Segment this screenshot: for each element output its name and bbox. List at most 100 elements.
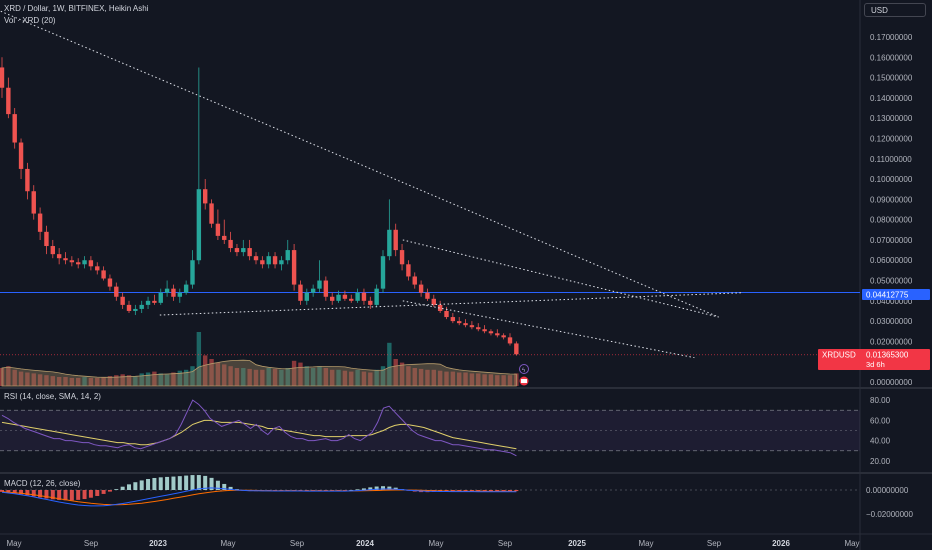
candle-body bbox=[6, 87, 11, 115]
volume-bar bbox=[298, 362, 303, 386]
volume-bar bbox=[418, 368, 424, 386]
volume-bar bbox=[476, 373, 481, 386]
macd-histogram-bar bbox=[12, 490, 17, 494]
volume-bar bbox=[342, 370, 348, 386]
volume-bar bbox=[44, 375, 49, 386]
candle-body bbox=[145, 300, 151, 305]
volume-legend[interactable]: Vol · XRD (20) bbox=[4, 16, 56, 25]
time-tick-label: 2026 bbox=[772, 539, 790, 548]
candle-body bbox=[349, 298, 354, 301]
volume-bar bbox=[190, 366, 195, 386]
macd-histogram-bar bbox=[374, 486, 379, 490]
event-marker-icon[interactable] bbox=[519, 364, 529, 374]
currency-button[interactable]: USD bbox=[864, 3, 926, 17]
chart-title[interactable]: XRD / Dollar, 1W, BITFINEX, Heikin Ashi bbox=[4, 4, 149, 13]
macd-histogram-bar bbox=[44, 490, 49, 499]
volume-bar bbox=[82, 377, 87, 386]
current-price-badge bbox=[818, 349, 930, 370]
trendline[interactable] bbox=[159, 292, 744, 316]
volume-bar bbox=[133, 376, 138, 386]
candle-body bbox=[18, 142, 24, 169]
macd-legend[interactable]: MACD (12, 26, close) bbox=[4, 479, 81, 488]
volume-bar bbox=[260, 369, 265, 386]
candle-body bbox=[164, 288, 170, 293]
rsi-legend[interactable]: RSI (14, close, SMA, 14, 2) bbox=[4, 392, 101, 401]
candle-body bbox=[380, 256, 386, 289]
event-marker-glyph: ϟ bbox=[522, 368, 526, 374]
volume-bar bbox=[69, 377, 75, 386]
rsi-tick-label: 80.00 bbox=[870, 396, 891, 405]
macd-histogram-bar bbox=[139, 480, 144, 490]
macd-histogram-bar bbox=[171, 476, 176, 490]
trendline[interactable] bbox=[0, 7, 719, 318]
trendlines[interactable] bbox=[0, 7, 744, 359]
volume-bar bbox=[31, 373, 36, 386]
volume-bar bbox=[95, 377, 100, 386]
candle-body bbox=[476, 327, 481, 330]
candle-body bbox=[0, 67, 5, 88]
candle-body bbox=[228, 239, 233, 249]
macd-histogram-bar bbox=[190, 475, 195, 490]
candle-body bbox=[190, 260, 195, 285]
volume-bar bbox=[406, 366, 411, 386]
candle-body bbox=[469, 325, 475, 328]
volume-bar bbox=[222, 364, 227, 386]
volume-bar bbox=[88, 377, 94, 386]
volume-bar bbox=[107, 376, 113, 386]
volume-bar bbox=[114, 375, 119, 386]
time-tick-label: 2025 bbox=[568, 539, 586, 548]
candle-body bbox=[44, 231, 49, 247]
volume-bar bbox=[37, 374, 43, 386]
volume-bar bbox=[393, 359, 398, 386]
macd-histogram-bar bbox=[355, 489, 360, 491]
time-axis-labels[interactable]: May Sep 2023 May Sep 2024 May Sep 2025 May Sep 2026… bbox=[6, 539, 859, 548]
macd-histogram-bar bbox=[114, 489, 119, 490]
macd-histogram-bar bbox=[127, 484, 131, 490]
macd-histogram-bar bbox=[133, 482, 138, 490]
price-tick-label: 0.14000000 bbox=[870, 94, 913, 103]
candle-body bbox=[88, 260, 94, 267]
candle-body bbox=[291, 250, 297, 285]
candle-body bbox=[272, 256, 278, 265]
macd-histogram-bar bbox=[152, 477, 157, 490]
macd-histogram-bar bbox=[457, 490, 462, 492]
candle-body bbox=[31, 191, 36, 214]
candle-body bbox=[412, 276, 417, 285]
macd-axis-labels: 0.00000000 −0.02000000 bbox=[866, 486, 913, 519]
candle-body bbox=[514, 343, 519, 355]
macd-histogram-bar bbox=[38, 490, 43, 498]
candlestick-series[interactable] bbox=[0, 57, 519, 356]
volume-bar bbox=[6, 366, 11, 386]
macd-histogram-bar bbox=[381, 486, 385, 490]
candle-body bbox=[37, 213, 43, 232]
volume-moving-average-area bbox=[1, 359, 517, 387]
macd-histogram-bar bbox=[203, 475, 208, 490]
time-tick-label: May bbox=[638, 539, 653, 548]
volume-bar bbox=[183, 369, 189, 386]
volume-bar bbox=[368, 372, 373, 386]
price-axis-labels[interactable]: 0.17000000 0.16000000 0.15000000 0.14000000… bbox=[870, 33, 913, 387]
volume-bar bbox=[152, 371, 157, 386]
candle-body bbox=[12, 114, 17, 143]
volume-bar bbox=[304, 366, 309, 386]
price-tick-label: 0.08000000 bbox=[870, 216, 913, 225]
macd-histogram-bar bbox=[120, 486, 125, 490]
volume-bar bbox=[349, 371, 354, 386]
price-tick-label: 0.15000000 bbox=[870, 74, 913, 83]
macd-histogram-bar bbox=[495, 490, 500, 492]
trendline[interactable] bbox=[402, 300, 695, 359]
macd-histogram-bar bbox=[368, 487, 373, 490]
candle-body bbox=[418, 284, 424, 293]
price-tick-label: 0.13000000 bbox=[870, 114, 913, 123]
candle-body bbox=[374, 288, 379, 305]
candle-body bbox=[507, 337, 513, 344]
candle-body bbox=[177, 292, 182, 297]
rsi-sma-line bbox=[1, 419, 517, 450]
candle-body bbox=[298, 284, 303, 301]
time-tick-label: Sep bbox=[498, 539, 513, 548]
volume-bar bbox=[507, 375, 513, 386]
candle-body bbox=[444, 310, 449, 318]
macd-histogram-bar bbox=[95, 490, 100, 496]
candle-body bbox=[304, 292, 309, 301]
